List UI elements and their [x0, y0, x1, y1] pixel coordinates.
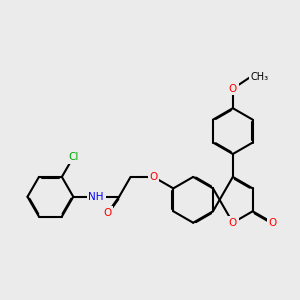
Text: O: O — [229, 218, 237, 228]
Text: O: O — [149, 172, 158, 182]
Text: CH₃: CH₃ — [250, 72, 268, 82]
Text: O: O — [103, 208, 112, 218]
Text: Cl: Cl — [68, 152, 79, 162]
Text: O: O — [268, 218, 277, 228]
Text: NH: NH — [88, 192, 104, 202]
Text: O: O — [229, 84, 237, 94]
